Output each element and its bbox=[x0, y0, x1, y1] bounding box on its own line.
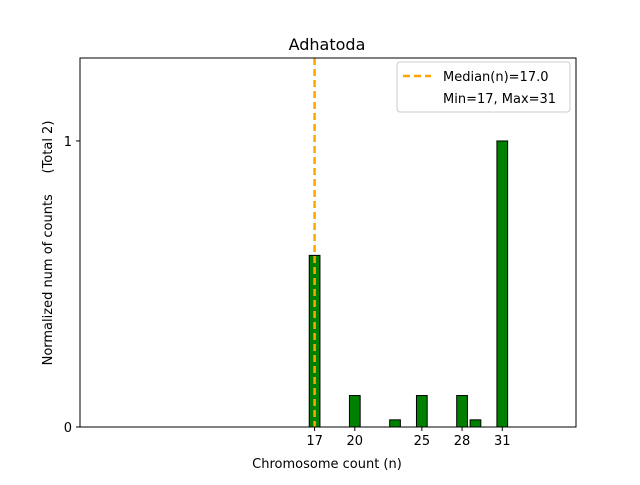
bar-20 bbox=[348, 395, 361, 428]
bar-29 bbox=[469, 419, 482, 428]
x-axis-label: Chromosome count (n) bbox=[252, 457, 402, 472]
bar-31 bbox=[496, 140, 509, 428]
y-tick-label-1: 1 bbox=[64, 135, 72, 150]
bar-23 bbox=[389, 419, 401, 428]
legend-entry-median: Median(n)=17.0 bbox=[443, 70, 549, 85]
bar-25 bbox=[415, 395, 428, 428]
x-tick-label-28: 28 bbox=[454, 434, 471, 449]
x-tick-label-17: 17 bbox=[306, 434, 323, 449]
x-tick-label-31: 31 bbox=[494, 434, 511, 449]
y-ticks: 01 bbox=[64, 135, 80, 436]
legend: Median(n)=17.0 Min=17, Max=31 bbox=[396, 61, 571, 113]
legend-entry-min-max: Min=17, Max=31 bbox=[443, 92, 556, 107]
plot-frame bbox=[79, 57, 577, 428]
x-tick-label-20: 20 bbox=[347, 434, 364, 449]
y-tick-label-0: 0 bbox=[64, 421, 72, 436]
bar-28 bbox=[456, 395, 468, 428]
y-axis-label: Normalized num of counts (Total 2) bbox=[41, 121, 56, 366]
x-ticks: 17 20 25 28 31 bbox=[306, 427, 511, 449]
chart-title: Adhatoda bbox=[289, 35, 366, 54]
x-tick-label-25: 25 bbox=[414, 434, 431, 449]
legend-box bbox=[396, 61, 571, 113]
